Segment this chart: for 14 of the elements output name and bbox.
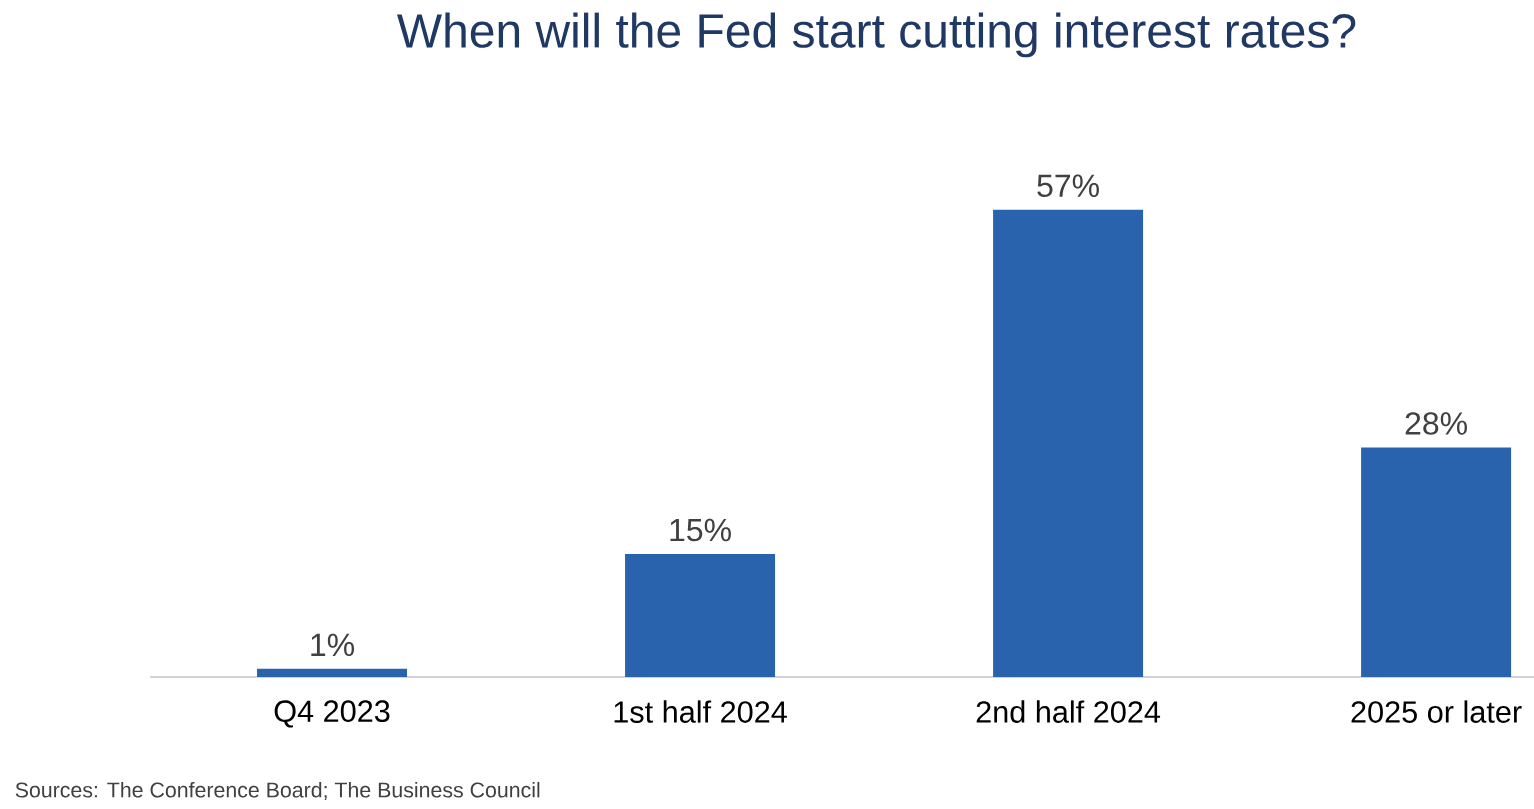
x-tick-label: 2025 or later <box>1351 700 1522 723</box>
x-tick-label: 1st half 2024 <box>614 700 787 723</box>
data-label: 15% <box>670 518 731 542</box>
bar <box>625 554 776 677</box>
bar <box>257 668 408 677</box>
bar <box>1361 447 1512 677</box>
bar <box>993 209 1144 677</box>
x-tick-label: Q4 2023 <box>274 700 390 728</box>
x-tick-label: 2nd half 2024 <box>976 700 1161 723</box>
data-label: 28% <box>1405 412 1467 435</box>
data-label: 57% <box>1037 174 1099 198</box>
chart-title: When will the Fed start cutting interest rates? <box>397 12 1356 58</box>
source-note: Sources: The Conference Board; The Business Council <box>15 781 540 801</box>
data-label: 1% <box>311 633 355 657</box>
